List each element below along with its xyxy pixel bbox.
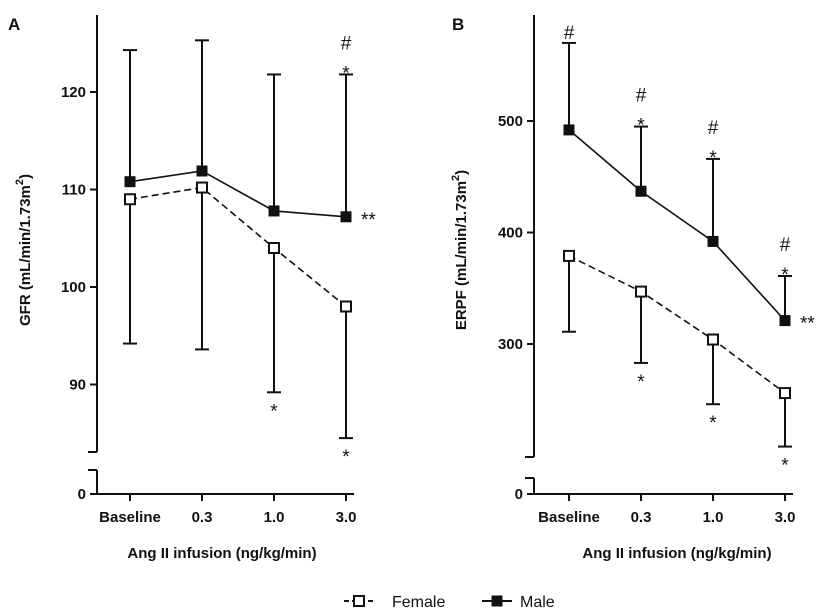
y-tick-label: 110 — [62, 182, 86, 199]
significance-marker: # — [636, 86, 647, 107]
significance-marker: * — [637, 116, 645, 137]
data-point-female — [563, 249, 575, 262]
data-point-female — [707, 333, 719, 346]
data-point-male — [635, 185, 647, 197]
data-point-male — [707, 235, 719, 247]
y-tick-label: 400 — [498, 225, 523, 242]
significance-marker: * — [342, 63, 350, 84]
y-axis-title-superscript: 2 — [450, 175, 462, 181]
x-tick-label: 0.3 — [192, 509, 213, 526]
data-point-male — [268, 205, 280, 217]
data-point-male — [779, 315, 791, 327]
x-tick-label: 1.0 — [264, 509, 285, 526]
significance-marker: * — [270, 401, 278, 422]
significance-marker: * — [781, 456, 789, 477]
significance-marker: * — [709, 148, 717, 169]
y-axis-title-close: ) — [17, 174, 34, 179]
significance-marker: # — [780, 235, 791, 256]
data-point-female — [268, 242, 280, 254]
y-tick-label: 0 — [515, 486, 523, 503]
series-male — [562, 41, 792, 327]
x-axis-title: Ang II infusion (ng/kg/min) — [127, 545, 316, 562]
data-point-male — [124, 176, 136, 188]
x-axis-title: Ang II infusion (ng/kg/min) — [582, 545, 771, 562]
y-axis-title: GFR (mL/min/1.73m2) — [14, 174, 34, 326]
panel-a: A 0 90 100 110 120 Baseline 0.3 1.0 3.0 Ang II inf… — [8, 15, 376, 562]
x-tick-label: Baseline — [99, 509, 161, 526]
data-point-male — [196, 165, 208, 177]
panel-letter: A — [8, 15, 20, 34]
x-tick-label: Baseline — [538, 509, 600, 526]
y-axis-title-main: GFR (mL/min/1.73m — [17, 185, 34, 326]
significance-marker: * — [637, 372, 645, 393]
y-tick-label: 120 — [61, 84, 86, 101]
significance-marker: # — [341, 33, 352, 54]
y-axis-title-main: ERPF (mL/min/1.73m — [453, 181, 470, 330]
legend-item-male: Male — [482, 594, 555, 609]
series-line-female — [129, 186, 347, 308]
x-tick-label: 3.0 — [775, 509, 796, 526]
data-point-female — [124, 193, 136, 206]
legend: Female Male — [344, 594, 555, 609]
x-tick-label: 3.0 — [336, 509, 357, 526]
legend-label: Female — [392, 594, 445, 609]
legend-marker — [491, 595, 503, 607]
significance-marker: # — [708, 118, 719, 139]
series-line-male — [568, 129, 786, 322]
y-tick-label: 90 — [69, 377, 86, 394]
y-tick-label: 300 — [498, 336, 523, 353]
y-axis-title: ERPF (mL/min/1.73m2) — [450, 170, 470, 330]
data-point-female — [635, 285, 647, 298]
data-point-female — [340, 300, 352, 313]
significance-marker: ** — [361, 210, 376, 231]
y-tick-label: 500 — [498, 113, 523, 130]
significance-marker: * — [709, 413, 717, 434]
significance-marker: # — [564, 23, 575, 44]
data-point-male — [563, 124, 575, 136]
y-axis-title-superscript: 2 — [14, 179, 26, 185]
panel-letter: B — [452, 15, 464, 34]
data-point-male — [340, 211, 352, 223]
x-tick-label: 1.0 — [703, 509, 724, 526]
series-line-female — [568, 255, 786, 394]
y-tick-label: 0 — [78, 486, 86, 503]
legend-item-female: Female — [344, 594, 445, 609]
data-point-female — [196, 181, 208, 194]
significance-marker: * — [781, 265, 789, 286]
y-axis-title-close: ) — [453, 170, 470, 175]
series-line-male — [129, 170, 347, 218]
data-point-female — [779, 387, 791, 400]
x-tick-label: 0.3 — [631, 509, 652, 526]
series-male — [123, 39, 353, 223]
significance-marker: * — [342, 447, 350, 468]
series-female — [562, 249, 792, 448]
panel-b: B 0 300 400 500 Baseline 0.3 1.0 3.0 Ang II infus… — [450, 15, 815, 562]
series-female — [123, 181, 353, 440]
significance-marker: ** — [800, 314, 815, 335]
y-tick-label: 100 — [61, 279, 86, 296]
legend-marker — [353, 595, 365, 607]
legend-label: Male — [520, 594, 555, 609]
